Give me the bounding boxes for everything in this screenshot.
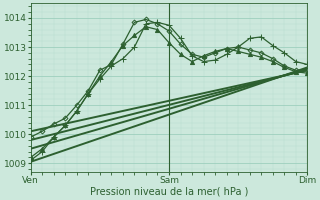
X-axis label: Pression niveau de la mer( hPa ): Pression niveau de la mer( hPa ): [90, 187, 248, 197]
